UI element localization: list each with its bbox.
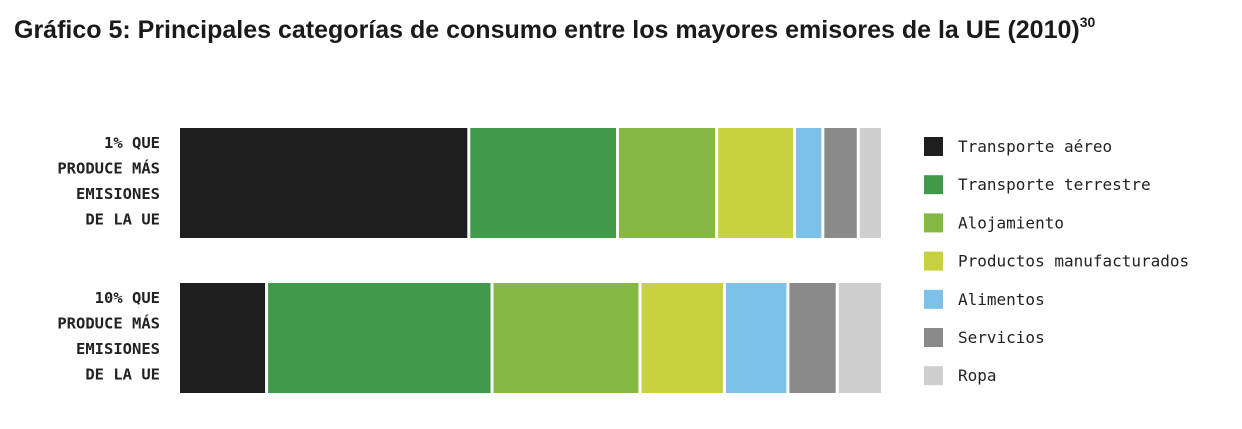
bar-segment-1-transporte-aereo (180, 128, 468, 238)
legend-label-alojamiento: Alojamiento (958, 213, 1064, 232)
legend-swatch-transporte-aereo (924, 137, 943, 156)
legend: Transporte aéreo Transporte terrestre Aloj… (924, 137, 1189, 386)
bar-segment-2-productos-manufacturados (641, 283, 723, 393)
legend-swatch-ropa (924, 366, 943, 386)
category-label-line: PRODUCE MÁS (57, 314, 160, 333)
category-label-line: EMISIONES (76, 340, 160, 358)
category-label-line: 1% QUE (104, 134, 160, 152)
bar-segment-2-transporte-aereo (180, 283, 266, 393)
bar-segment-2-alojamiento (493, 283, 639, 393)
category-label-line: EMISIONES (76, 185, 160, 203)
chart-title: Gráfico 5: Principales categorías de con… (14, 14, 1214, 46)
legend-swatch-alojamiento (924, 213, 943, 233)
bar-segment-1-alojamiento (619, 128, 716, 238)
chart-title-text: Gráfico 5: Principales categorías de con… (14, 16, 1080, 44)
title-footnote-marker: 30 (1079, 14, 1096, 30)
bar-segment-1-servicios (824, 128, 857, 238)
bars-group (180, 128, 881, 393)
category-label-1: 1% QUE PRODUCE MÁS EMISIONES DE LA UE (57, 134, 160, 229)
bar-segment-2-servicios (789, 283, 836, 393)
legend-swatch-productos-manufacturados (924, 251, 943, 271)
bar-segment-1-ropa (859, 128, 881, 238)
legend-label-servicios: Servicios (958, 328, 1045, 347)
legend-label-ropa: Ropa (958, 366, 997, 385)
category-label-line: PRODUCE MÁS (57, 159, 160, 178)
legend-label-alimentos: Alimentos (958, 290, 1045, 309)
category-label-2: 10% QUE PRODUCE MÁS EMISIONES DE LA UE (57, 289, 160, 384)
legend-label-productos-manufacturados: Productos manufacturados (958, 252, 1189, 271)
bar-segment-2-transporte-terrestre (268, 283, 491, 393)
legend-label-transporte-aereo: Transporte aéreo (958, 137, 1112, 156)
legend-swatch-transporte-terrestre (924, 175, 943, 195)
category-label-line: DE LA UE (85, 211, 160, 229)
bar-segment-1-transporte-terrestre (470, 128, 617, 238)
legend-label-transporte-terrestre: Transporte terrestre (958, 175, 1151, 194)
bar-segment-1-productos-manufacturados (718, 128, 794, 238)
bar-segment-2-alimentos (726, 283, 787, 393)
category-label-line: 10% QUE (95, 289, 160, 307)
bar-segment-1-alimentos (796, 128, 822, 238)
category-label-line: DE LA UE (85, 366, 160, 384)
legend-swatch-servicios (924, 328, 943, 347)
legend-swatch-alimentos (924, 289, 943, 309)
bar-segment-2-ropa (838, 283, 881, 393)
